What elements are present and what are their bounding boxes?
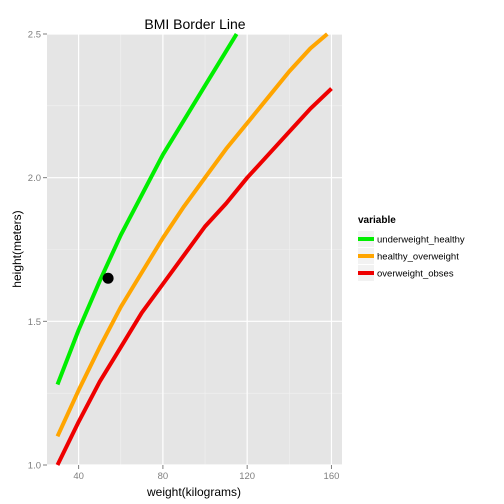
series-lines <box>55 32 333 466</box>
y-tick-label: 1.5 <box>28 317 41 328</box>
legend-label: healthy_overweight <box>377 252 459 263</box>
legend-label: underweight_healthy <box>377 235 465 246</box>
y-tick-label: 1.0 <box>28 461 41 472</box>
x-tick-label: 120 <box>239 471 255 482</box>
chart-title: BMI Border Line <box>144 16 245 32</box>
series-line-healthy-overweight <box>55 32 329 438</box>
data-point <box>102 272 114 284</box>
series-line-underweight-healthy <box>55 32 239 386</box>
x-tick-label: 80 <box>158 471 169 482</box>
legend-label: overweight_obses <box>377 269 454 280</box>
x-axis-title: weight(kilograms) <box>146 485 241 499</box>
x-tick-label: 160 <box>324 471 340 482</box>
y-tick-label: 2.5 <box>28 30 41 41</box>
axis-ticks: 40 80 120 160 1.0 1.5 2.0 2.5 <box>28 30 340 483</box>
data-points <box>102 272 114 284</box>
legend: variable underweight_healthy healthy_over… <box>358 215 465 281</box>
y-axis-title: height(meters) <box>10 210 24 287</box>
x-tick-label: 40 <box>73 471 84 482</box>
y-tick-label: 2.0 <box>28 173 41 184</box>
legend-title: variable <box>358 215 396 226</box>
series-line-overweight-obses <box>55 87 333 466</box>
